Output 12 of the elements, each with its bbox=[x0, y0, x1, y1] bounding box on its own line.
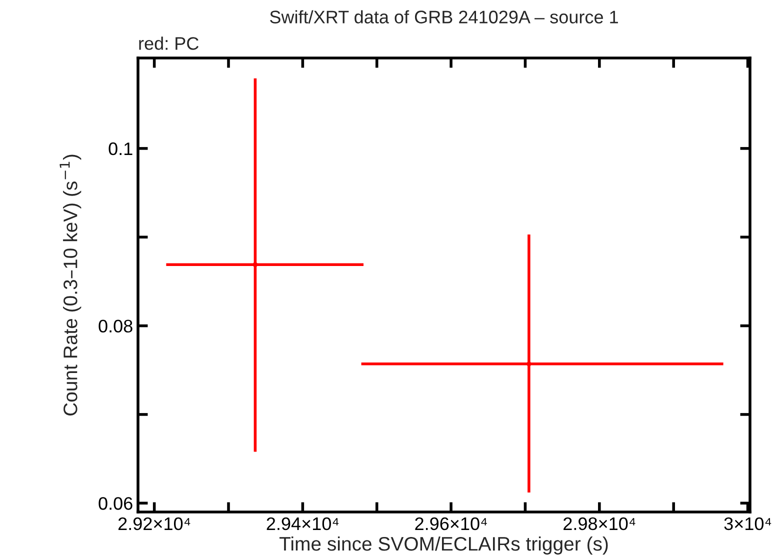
x-tick-label: 2.98×10⁴ bbox=[564, 517, 636, 530]
y-tick-label: 0.06 bbox=[98, 497, 132, 510]
x-tick-label: 2.92×10⁴ bbox=[118, 517, 190, 530]
x-tick-label: 3×10⁴ bbox=[724, 517, 772, 530]
chart-title: Swift/XRT data of GRB 241029A – source 1 bbox=[270, 10, 618, 24]
y-tick-label: 0.1 bbox=[108, 142, 132, 156]
x-tick-label: 2.94×10⁴ bbox=[266, 517, 339, 530]
y-axis-title: Count Rate (0.3–10 keV) (s$^{−1}$) bbox=[60, 154, 82, 416]
x-axis-title: Time since SVOM/ECLAIRs trigger (s) bbox=[279, 536, 608, 555]
x-tick-label: 2.96×10⁴ bbox=[415, 517, 487, 530]
text: red: PC bbox=[139, 36, 199, 50]
y-tick-label: 0.08 bbox=[98, 320, 132, 333]
